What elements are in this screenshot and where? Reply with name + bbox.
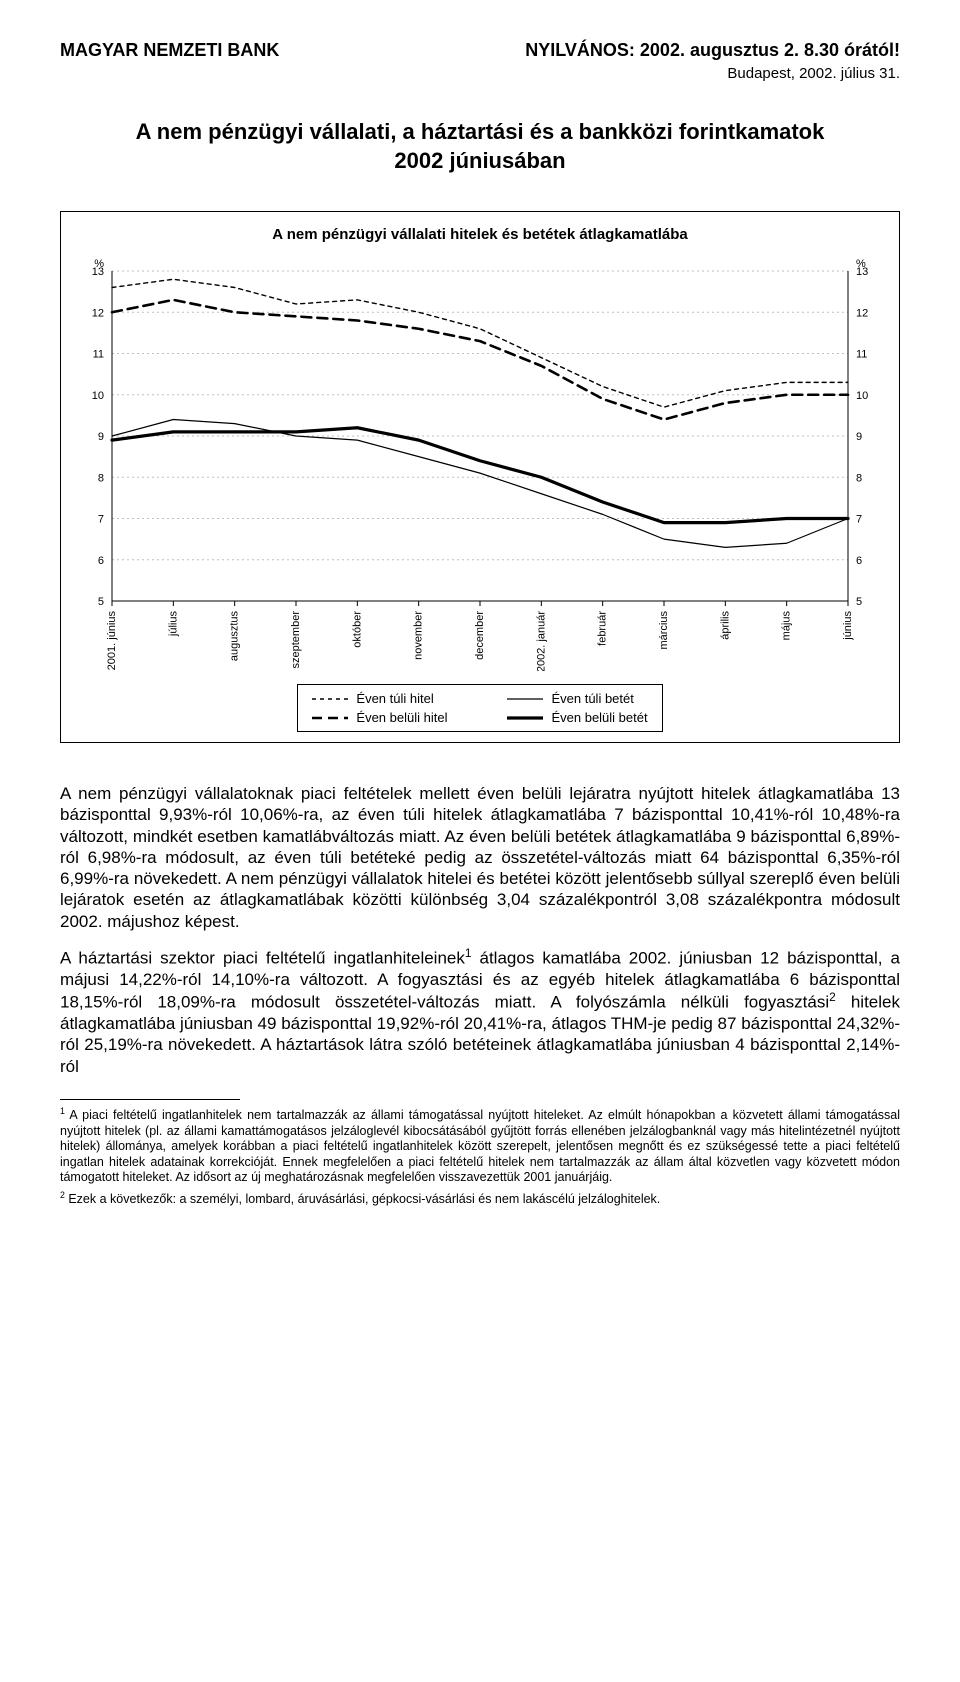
paragraph-1: A nem pénzügyi vállalatoknak piaci felté…: [60, 783, 900, 932]
svg-text:2001. június: 2001. június: [106, 611, 118, 671]
svg-text:10: 10: [92, 390, 104, 402]
legend-label: Éven belüli hitel: [356, 710, 447, 725]
svg-text:április: április: [719, 611, 731, 640]
svg-text:8: 8: [98, 472, 104, 484]
chart-container: A nem pénzügyi vállalati hitelek és beté…: [60, 211, 900, 743]
svg-text:szeptember: szeptember: [290, 611, 302, 669]
svg-text:9: 9: [856, 431, 862, 443]
footnotes: 1 A piaci feltételű ingatlanhitelek nem …: [60, 1106, 900, 1208]
legend-label: Éven túli betét: [551, 691, 633, 706]
header-date: Budapest, 2002. július 31.: [60, 65, 900, 82]
svg-text:június: június: [842, 611, 854, 641]
chart-title: A nem pénzügyi vállalati hitelek és beté…: [67, 226, 893, 243]
svg-text:október: október: [351, 611, 363, 648]
line-chart: 55667788991010111112121313%%2001. június…: [67, 251, 893, 671]
legend-item: Éven túli betét: [507, 691, 647, 706]
svg-text:10: 10: [856, 390, 868, 402]
svg-text:7: 7: [98, 514, 104, 526]
legend-item: Éven belüli betét: [507, 710, 647, 725]
svg-text:6: 6: [98, 555, 104, 567]
svg-text:%: %: [94, 258, 104, 270]
svg-text:2002. január: 2002. január: [535, 611, 547, 671]
header-public-notice: NYILVÁNOS: 2002. augusztus 2. 8.30 órátó…: [525, 40, 900, 61]
legend-swatch: [507, 692, 543, 706]
svg-text:március: március: [658, 611, 670, 650]
legend-label: Éven belüli betét: [551, 710, 647, 725]
svg-text:február: február: [597, 611, 609, 646]
svg-text:5: 5: [98, 596, 104, 608]
legend-label: Éven túli hitel: [356, 691, 433, 706]
legend-swatch: [312, 692, 348, 706]
svg-text:május: május: [781, 611, 793, 641]
legend-item: Éven belüli hitel: [312, 710, 447, 725]
svg-text:9: 9: [98, 431, 104, 443]
svg-text:11: 11: [856, 349, 867, 361]
svg-text:11: 11: [93, 349, 104, 361]
svg-text:december: december: [474, 611, 486, 660]
svg-text:12: 12: [92, 307, 104, 319]
svg-text:%: %: [856, 258, 866, 270]
body-text: A nem pénzügyi vállalatoknak piaci felté…: [60, 783, 900, 1077]
footnote-2: 2 Ezek a következők: a személyi, lombard…: [60, 1190, 900, 1208]
legend-swatch: [507, 711, 543, 725]
svg-text:7: 7: [856, 514, 862, 526]
svg-text:12: 12: [856, 307, 868, 319]
page-title: A nem pénzügyi vállalati, a háztartási é…: [120, 118, 840, 175]
legend-swatch: [312, 711, 348, 725]
svg-text:augusztus: augusztus: [229, 611, 241, 662]
footnote-1: 1 A piaci feltételű ingatlanhitelek nem …: [60, 1106, 900, 1186]
legend-item: Éven túli hitel: [312, 691, 447, 706]
svg-text:november: november: [413, 611, 425, 660]
paragraph-2: A háztartási szektor piaci feltételű ing…: [60, 946, 900, 1077]
svg-text:8: 8: [856, 472, 862, 484]
svg-text:6: 6: [856, 555, 862, 567]
svg-text:5: 5: [856, 596, 862, 608]
header-org: MAGYAR NEMZETI BANK: [60, 40, 279, 61]
footnote-separator: [60, 1099, 240, 1100]
svg-text:július: július: [167, 611, 179, 638]
chart-legend: Éven túli hitel Éven belüli hitel Éven tú…: [297, 684, 662, 732]
